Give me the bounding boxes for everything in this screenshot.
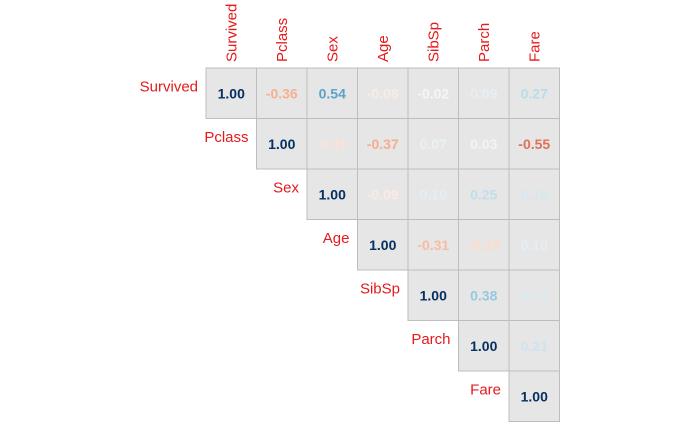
cell-background xyxy=(458,67,510,119)
cell-pclass-parch: 0.03 xyxy=(458,118,510,170)
cell-parch-fare: 0.21 xyxy=(508,320,560,372)
column-label-survived: Survived xyxy=(223,4,240,62)
row-label-age: Age xyxy=(323,230,350,247)
column-label-sibsp: SibSp xyxy=(425,22,442,62)
cell-value: 1.00 xyxy=(470,338,497,354)
cell-value: -0.31 xyxy=(417,237,449,253)
column-label-parch: Parch xyxy=(476,23,493,62)
cell-value: -0.09 xyxy=(367,186,399,202)
row-label-sibsp: SibSp xyxy=(360,280,400,297)
cell-survived-parch: 0.09 xyxy=(458,67,510,119)
cell-value: 1.00 xyxy=(420,287,447,303)
row-label-fare: Fare xyxy=(470,381,501,398)
cell-background xyxy=(256,118,308,170)
cell-value: 0.21 xyxy=(521,338,548,354)
cell-value: -0.15 xyxy=(316,136,348,152)
cell-background xyxy=(407,219,459,271)
cell-parch-parch: 1.00 xyxy=(458,320,510,372)
cell-background xyxy=(306,168,358,220)
cell-background xyxy=(458,118,510,170)
cell-value: 0.14 xyxy=(521,287,548,303)
cell-background xyxy=(458,219,510,271)
cell-value: 0.18 xyxy=(521,186,548,202)
cell-age-sibsp: -0.31 xyxy=(407,219,459,271)
cell-sibsp-sibsp: 1.00 xyxy=(407,269,459,321)
cell-background xyxy=(508,219,560,271)
row-label-sex: Sex xyxy=(273,179,299,196)
cell-age-fare: 0.10 xyxy=(508,219,560,271)
cell-survived-fare: 0.27 xyxy=(508,67,560,119)
cell-background xyxy=(407,168,459,220)
cell-value: 0.27 xyxy=(521,85,548,101)
cell-sex-age: -0.09 xyxy=(357,168,409,220)
cell-background xyxy=(508,320,560,372)
cell-background xyxy=(306,67,358,119)
cell-value: -0.08 xyxy=(367,85,399,101)
cell-sex-fare: 0.18 xyxy=(508,168,560,220)
cell-fare-fare: 1.00 xyxy=(508,370,560,422)
row-label-survived: Survived xyxy=(140,78,198,95)
cell-sibsp-parch: 0.38 xyxy=(458,269,510,321)
cell-background xyxy=(256,67,308,119)
column-label-fare: Fare xyxy=(526,31,543,62)
row-label-pclass: Pclass xyxy=(204,129,248,146)
column-label-pclass: Pclass xyxy=(274,18,291,62)
cell-sex-sibsp: 0.10 xyxy=(407,168,459,220)
cell-value: 0.10 xyxy=(420,186,447,202)
row-label-parch: Parch xyxy=(411,331,450,348)
cell-background xyxy=(458,168,510,220)
cell-value: -0.55 xyxy=(518,136,550,152)
cell-background xyxy=(508,168,560,220)
cell-background xyxy=(357,118,409,170)
cell-value: 0.54 xyxy=(319,85,346,101)
cell-background xyxy=(508,370,560,422)
cell-value: 1.00 xyxy=(319,186,346,202)
cell-pclass-sibsp: 0.07 xyxy=(407,118,459,170)
cell-value: 0.09 xyxy=(470,85,497,101)
cell-background xyxy=(205,67,257,119)
cell-value: -0.02 xyxy=(417,85,449,101)
cell-survived-sibsp: -0.02 xyxy=(407,67,459,119)
cell-survived-age: -0.08 xyxy=(357,67,409,119)
cell-survived-sex: 0.54 xyxy=(306,67,358,119)
cell-pclass-sex: -0.15 xyxy=(306,118,358,170)
cell-value: 0.03 xyxy=(470,136,497,152)
cell-age-parch: -0.19 xyxy=(458,219,510,271)
cell-value: 0.25 xyxy=(470,186,497,202)
cell-value: -0.37 xyxy=(367,136,399,152)
cell-value: -0.19 xyxy=(468,237,500,253)
column-label-age: Age xyxy=(375,35,392,62)
cell-survived-pclass: -0.36 xyxy=(256,67,308,119)
cell-value: 1.00 xyxy=(268,136,295,152)
cell-survived-survived: 1.00 xyxy=(205,67,257,119)
cell-sibsp-fare: 0.14 xyxy=(508,269,560,321)
cell-value: 1.00 xyxy=(369,237,396,253)
cell-pclass-pclass: 1.00 xyxy=(256,118,308,170)
cell-background xyxy=(407,269,459,321)
cell-pclass-age: -0.37 xyxy=(357,118,409,170)
column-label-sex: Sex xyxy=(324,36,341,62)
cell-value: 1.00 xyxy=(218,85,245,101)
cell-value: 1.00 xyxy=(521,388,548,404)
cell-pclass-fare: -0.55 xyxy=(508,118,560,170)
cell-sex-sex: 1.00 xyxy=(306,168,358,220)
cell-sex-parch: 0.25 xyxy=(458,168,510,220)
cell-value: -0.36 xyxy=(266,85,298,101)
cell-value: 0.07 xyxy=(420,136,447,152)
cell-value: 0.38 xyxy=(470,287,497,303)
cell-age-age: 1.00 xyxy=(357,219,409,271)
cell-value: 0.10 xyxy=(521,237,548,253)
cell-background xyxy=(357,219,409,271)
